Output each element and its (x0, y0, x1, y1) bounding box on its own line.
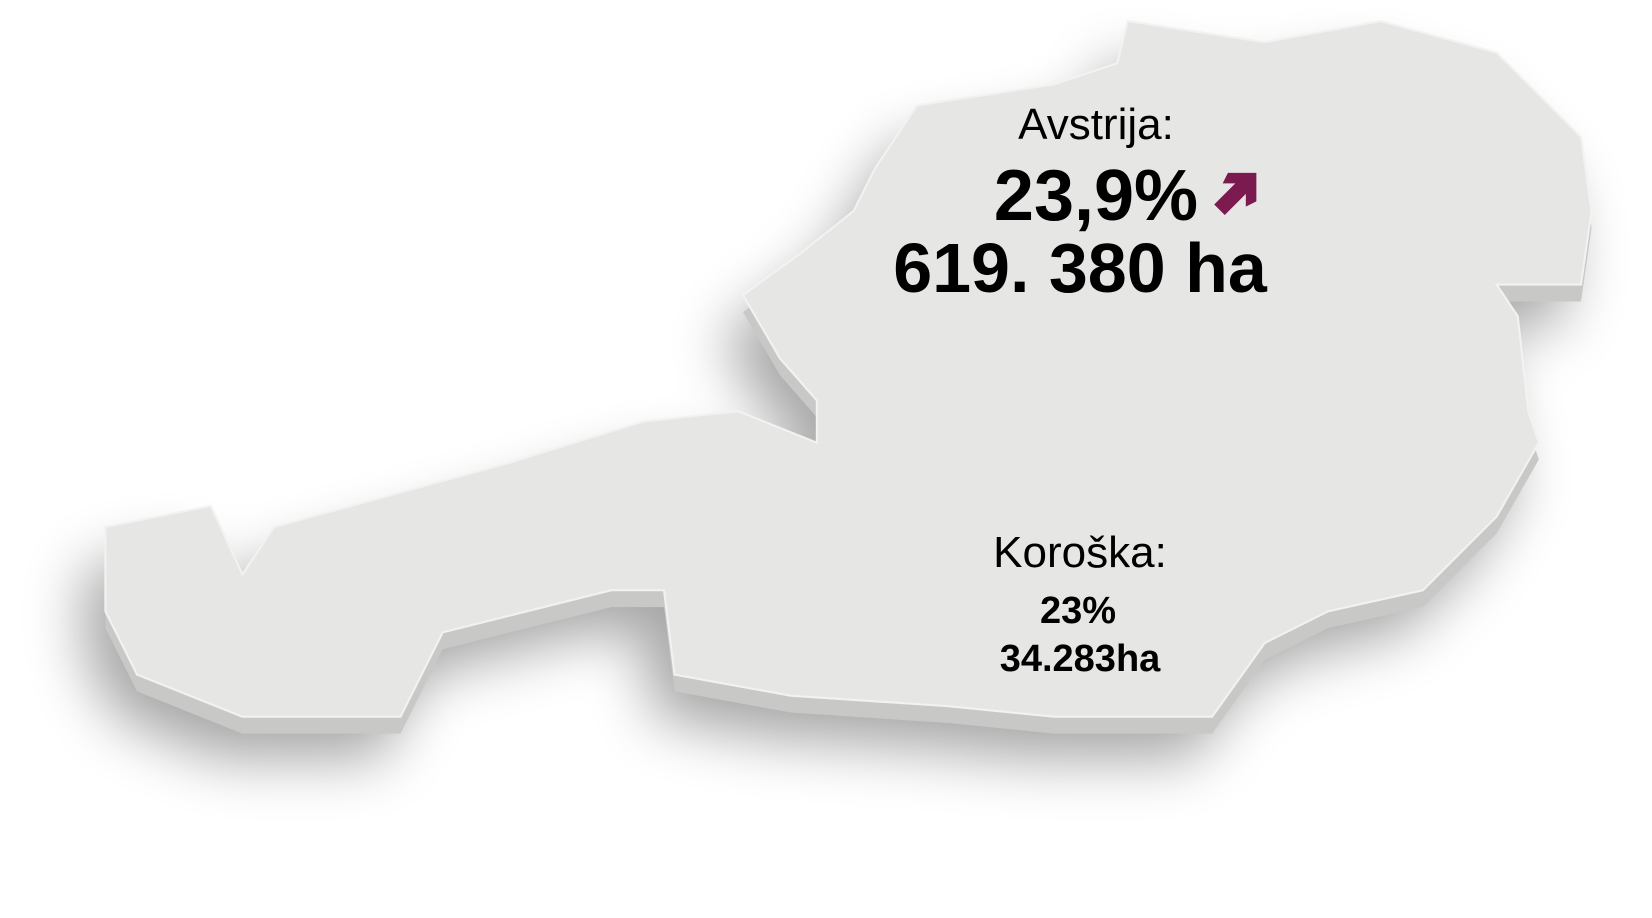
austria-percent: 23,9% (993, 156, 1199, 236)
carinthia-percent: 23% (1039, 590, 1117, 632)
trend-arrow (1214, 172, 1257, 216)
austria-label: Avstrija: (1018, 100, 1174, 149)
austria-area: 619. 380 ha (893, 229, 1267, 307)
carinthia-area: 34.283ha (999, 638, 1161, 680)
austria-shape (104, 19, 1593, 718)
carinthia-label: Koroška: (993, 528, 1167, 577)
